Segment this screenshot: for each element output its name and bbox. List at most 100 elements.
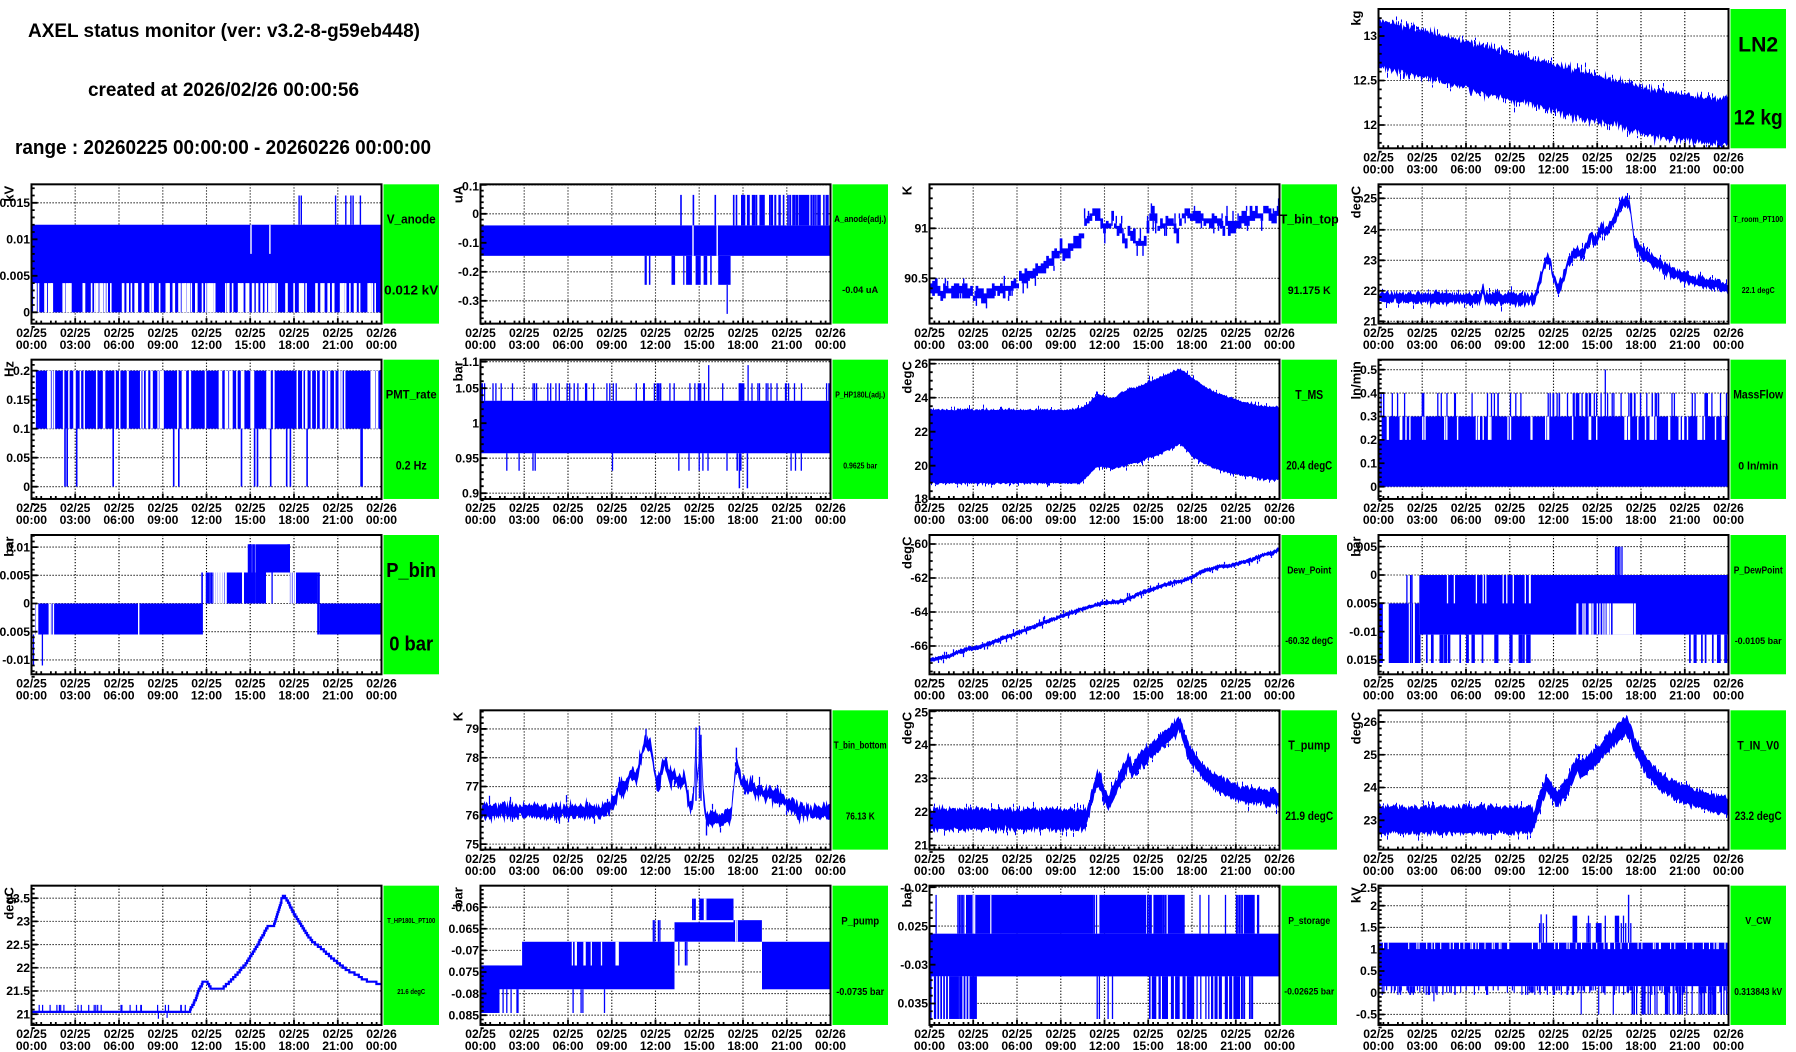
svg-text:0.1: 0.1: [1360, 456, 1377, 470]
svg-text:12:00: 12:00: [191, 1039, 222, 1052]
svg-text:02/25: 02/25: [1451, 852, 1482, 866]
svg-text:24: 24: [1363, 781, 1377, 795]
svg-text:00:00: 00:00: [1363, 163, 1394, 177]
svg-text:T_pump: T_pump: [1288, 739, 1330, 753]
svg-text:02/25: 02/25: [279, 677, 310, 691]
svg-text:03:00: 03:00: [958, 338, 989, 352]
svg-text:02/25: 02/25: [235, 1027, 266, 1041]
svg-text:02/25: 02/25: [1626, 326, 1657, 340]
svg-text:09:00: 09:00: [1494, 338, 1525, 352]
svg-text:02/25: 02/25: [60, 326, 91, 340]
svg-text:02/25: 02/25: [1626, 501, 1657, 515]
svg-text:-0.0105 bar: -0.0105 bar: [1735, 636, 1782, 647]
svg-text:18:00: 18:00: [1176, 1039, 1207, 1052]
svg-text:created at 2026/02/26 00:00:56: created at 2026/02/26 00:00:56: [88, 79, 359, 101]
svg-text:02/25: 02/25: [1670, 852, 1701, 866]
svg-text:0.9: 0.9: [462, 486, 479, 500]
svg-text:02/25: 02/25: [1089, 326, 1120, 340]
svg-text:12:00: 12:00: [1538, 1039, 1569, 1052]
svg-text:0.1: 0.1: [13, 422, 30, 436]
svg-text:15:00: 15:00: [1582, 163, 1613, 177]
svg-text:02/25: 02/25: [1221, 852, 1252, 866]
svg-text:AXEL status monitor (ver: v3.2: AXEL status monitor (ver: v3.2-8-g59eb44…: [28, 20, 420, 42]
svg-text:02/26: 02/26: [1264, 852, 1295, 866]
svg-text:00:00: 00:00: [914, 513, 945, 527]
svg-text:02/25: 02/25: [1451, 151, 1482, 165]
svg-text:09:00: 09:00: [596, 864, 627, 878]
svg-text:02/26: 02/26: [1264, 326, 1295, 340]
svg-text:-0.01: -0.01: [1349, 625, 1377, 639]
svg-text:1: 1: [472, 416, 479, 430]
svg-text:02/25: 02/25: [1221, 677, 1252, 691]
svg-text:-0.2: -0.2: [458, 265, 479, 279]
svg-text:02/25: 02/25: [772, 501, 803, 515]
svg-text:02/25: 02/25: [104, 677, 135, 691]
svg-text:02/25: 02/25: [914, 677, 945, 691]
svg-text:02/25: 02/25: [148, 326, 179, 340]
svg-text:03:00: 03:00: [958, 1039, 989, 1052]
svg-text:03:00: 03:00: [958, 864, 989, 878]
svg-text:06:00: 06:00: [1450, 689, 1481, 703]
svg-text:02/25: 02/25: [1538, 151, 1569, 165]
svg-text:LN2: LN2: [1738, 33, 1778, 56]
svg-text:02/25: 02/25: [279, 326, 310, 340]
svg-text:25: 25: [914, 706, 928, 720]
svg-text:02/25: 02/25: [279, 1027, 310, 1041]
svg-text:-0.065: -0.065: [444, 922, 479, 936]
svg-text:02/25: 02/25: [1133, 326, 1164, 340]
svg-text:T_IN_V0: T_IN_V0: [1737, 738, 1779, 752]
svg-text:09:00: 09:00: [596, 338, 627, 352]
svg-text:00:00: 00:00: [16, 338, 47, 352]
svg-text:15:00: 15:00: [684, 338, 715, 352]
svg-text:00:00: 00:00: [366, 513, 397, 527]
svg-text:03:00: 03:00: [1407, 338, 1438, 352]
svg-text:06:00: 06:00: [1001, 864, 1032, 878]
svg-text:20.4 degC: 20.4 degC: [1286, 460, 1332, 472]
svg-text:18:00: 18:00: [1176, 864, 1207, 878]
svg-text:21:00: 21:00: [1220, 864, 1251, 878]
svg-text:02/25: 02/25: [1046, 326, 1077, 340]
svg-text:24: 24: [1363, 223, 1377, 237]
svg-text:09:00: 09:00: [1045, 513, 1076, 527]
svg-text:02/25: 02/25: [728, 501, 759, 515]
svg-text:02/25: 02/25: [1046, 501, 1077, 515]
svg-text:09:00: 09:00: [1045, 689, 1076, 703]
svg-text:03:00: 03:00: [1407, 1039, 1438, 1052]
svg-text:00:00: 00:00: [16, 513, 47, 527]
svg-text:18:00: 18:00: [1625, 864, 1656, 878]
svg-text:02/25: 02/25: [1582, 151, 1613, 165]
svg-text:0.005: 0.005: [1347, 540, 1378, 554]
svg-text:24: 24: [914, 391, 928, 405]
svg-text:1.1: 1.1: [462, 355, 479, 369]
svg-text:02/25: 02/25: [148, 501, 179, 515]
svg-text:02/25: 02/25: [16, 677, 47, 691]
svg-text:02/25: 02/25: [509, 326, 540, 340]
svg-text:09:00: 09:00: [596, 1039, 627, 1052]
svg-text:21:00: 21:00: [1220, 338, 1251, 352]
svg-text:21.5: 21.5: [6, 984, 30, 998]
svg-text:02/25: 02/25: [1538, 1027, 1569, 1041]
svg-text:02/25: 02/25: [772, 326, 803, 340]
svg-text:15:00: 15:00: [1133, 864, 1164, 878]
svg-text:2: 2: [1370, 899, 1377, 913]
svg-text:02/25: 02/25: [597, 501, 628, 515]
svg-text:02/25: 02/25: [914, 326, 945, 340]
svg-text:15:00: 15:00: [1133, 1039, 1164, 1052]
svg-text:02/25: 02/25: [1495, 501, 1526, 515]
svg-text:00:00: 00:00: [1363, 513, 1394, 527]
svg-text:23.5: 23.5: [6, 891, 30, 905]
svg-text:02/25: 02/25: [16, 326, 47, 340]
svg-text:02/25: 02/25: [16, 1027, 47, 1041]
svg-text:00:00: 00:00: [1264, 864, 1295, 878]
svg-text:18:00: 18:00: [727, 513, 758, 527]
svg-text:02/26: 02/26: [1713, 852, 1744, 866]
svg-text:1.5: 1.5: [1360, 921, 1377, 935]
svg-text:02/25: 02/25: [1626, 151, 1657, 165]
svg-text:06:00: 06:00: [1450, 338, 1481, 352]
svg-text:-0.015: -0.015: [1342, 653, 1377, 667]
svg-text:02/25: 02/25: [1002, 1027, 1033, 1041]
svg-text:18:00: 18:00: [278, 1039, 309, 1052]
svg-text:15:00: 15:00: [235, 1039, 266, 1052]
svg-text:-0.02625 bar: -0.02625 bar: [1284, 987, 1334, 998]
svg-text:-66: -66: [910, 639, 928, 653]
